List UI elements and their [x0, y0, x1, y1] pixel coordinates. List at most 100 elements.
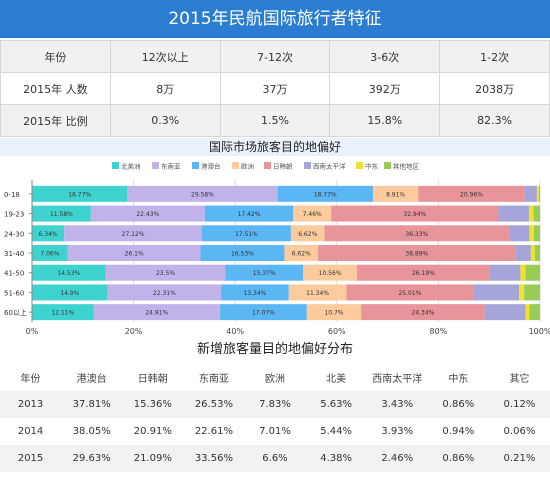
bar-segment — [484, 304, 526, 321]
table-cell: 2014 — [17, 426, 44, 437]
legend-label: 其他地区 — [393, 162, 420, 171]
table-cell: 21.09% — [122, 445, 184, 472]
bar-segment — [32, 225, 65, 242]
table-header-cell: 北美 — [326, 374, 347, 385]
bar-segment — [90, 205, 205, 222]
bar-segment — [105, 264, 226, 281]
bar-segment — [324, 225, 510, 242]
legend-swatch — [264, 162, 271, 169]
data-label: 20.96% — [460, 191, 483, 198]
table-cell: 7.01% — [259, 426, 291, 437]
bar-segment — [473, 284, 520, 301]
bar-segment — [372, 185, 419, 202]
table-cell: 2038万 — [439, 72, 550, 105]
bar-segment — [533, 205, 540, 222]
bar-segment — [318, 245, 516, 261]
table-header-cell: 7-12次 — [219, 40, 331, 73]
table-header-row: 年份 12次以上 7-12次 3-6次 1-2次 — [0, 40, 550, 73]
table-cell: 0.86% — [427, 391, 489, 418]
table-header-cell: 东南亚 — [198, 374, 229, 385]
data-label: 13.34% — [243, 290, 266, 297]
bar-segment — [290, 225, 325, 242]
data-label: 25.01% — [398, 290, 421, 297]
table-cell: 392万 — [329, 72, 441, 105]
table-cell: 5.44% — [320, 426, 352, 437]
table-cell: 20.91% — [133, 426, 172, 437]
bar-segment — [220, 304, 307, 321]
bar-segment — [32, 205, 91, 222]
table-cell: 2015年 人数 — [0, 72, 111, 105]
bar-segment — [534, 225, 540, 242]
bar-segment — [293, 205, 332, 222]
table-header-cell: 中东 — [448, 374, 469, 385]
data-label: 18.77% — [68, 191, 91, 198]
bar-segment — [529, 225, 535, 242]
new-passenger-table: 年份 港澳台 日韩朝 东南亚 欧洲 北美 西南太平洋 中东 其它 2013 37… — [0, 364, 550, 472]
bar-segment — [528, 205, 534, 222]
bar-segment — [530, 245, 535, 261]
bar-segment — [288, 284, 347, 301]
data-label: 17.07% — [252, 310, 275, 317]
table-cell: 8万 — [109, 72, 221, 105]
table-cell: 7.83% — [244, 391, 306, 418]
bar-segment — [127, 185, 278, 202]
table-row: 2015年 比例 0.3% 1.5% 15.8% 82.3% — [0, 104, 550, 137]
legend-swatch — [304, 162, 311, 169]
legend-swatch — [112, 162, 119, 169]
data-label: 6.34% — [39, 231, 58, 238]
table-cell: 0.86% — [427, 445, 489, 472]
legend-label: 日韩朝 — [273, 162, 293, 171]
table-cell: 37.81% — [61, 391, 123, 418]
bar-segment — [524, 284, 540, 301]
data-label: 24.91% — [145, 310, 168, 317]
data-label: 8.91% — [386, 191, 405, 198]
x-tick-label: 100% — [529, 327, 550, 336]
table-cell: 3.93% — [381, 426, 414, 437]
x-tick-label: 60% — [328, 327, 346, 336]
legend-swatch — [152, 162, 159, 169]
table-cell: 1.5% — [219, 104, 331, 137]
data-label: 26.1% — [125, 251, 144, 258]
data-label: 27.12% — [122, 231, 145, 238]
data-label: 18.77% — [314, 191, 337, 198]
bar-segment — [331, 205, 499, 222]
category-label: 41-50 — [4, 270, 24, 278]
data-label: 7.06% — [40, 251, 59, 258]
x-tick-label: 20% — [125, 327, 143, 336]
data-label: 24.34% — [412, 310, 435, 317]
bar-segment — [204, 205, 294, 222]
data-label: 29.58% — [191, 191, 214, 198]
bar-segment — [306, 304, 362, 321]
category-label: 24-30 — [4, 230, 24, 238]
table-cell: 82.3% — [439, 104, 550, 137]
bar-segment — [32, 264, 106, 281]
category-label: 19-23 — [4, 211, 24, 219]
data-label: 38.89% — [405, 251, 428, 258]
x-tick-label: 40% — [226, 327, 244, 336]
table-cell: 5.63% — [305, 391, 367, 418]
table-cell: 6.6% — [244, 445, 306, 472]
bar-segment — [93, 304, 221, 321]
data-label: 22.31% — [153, 290, 176, 297]
table-cell: 38.05% — [72, 426, 111, 437]
table-header-cell: 3-6次 — [329, 40, 441, 73]
table-cell: 2013 — [0, 391, 62, 418]
table-header-cell: 日韩朝 — [137, 374, 168, 385]
table-header-cell: 港澳台 — [76, 374, 107, 385]
data-label: 22.43% — [136, 211, 159, 218]
table-cell: 29.63% — [61, 445, 123, 472]
table-header-cell: 西南太平洋 — [372, 374, 423, 385]
table-row: 2015 29.63% 21.09% 33.56% 6.6% 4.38% 2.4… — [0, 445, 550, 472]
legend-label: 中东 — [365, 162, 379, 171]
legend-swatch — [384, 162, 391, 169]
destination-preference-chart: 0% 20% 40% 60% 80% 100% 北美洲 东南亚 港澳台 欧洲 日韩朝 西南太平洋 中东 其… — [4, 162, 550, 337]
data-label: 6.62% — [292, 251, 311, 258]
data-label: 16.53% — [231, 251, 254, 258]
chart-title: 国际市场旅客目的地偏好 — [0, 138, 550, 156]
legend-label: 欧洲 — [241, 162, 254, 171]
bar-segment — [67, 245, 201, 261]
table-header-cell: 1-2次 — [439, 40, 550, 73]
legend-swatch — [192, 162, 199, 169]
bar-segment — [536, 185, 539, 202]
table-cell: 0.3% — [109, 104, 221, 137]
